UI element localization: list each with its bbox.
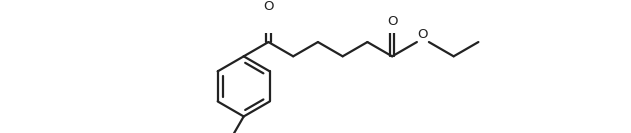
Text: O: O — [418, 28, 428, 41]
Text: O: O — [263, 1, 274, 13]
Text: O: O — [387, 15, 398, 28]
